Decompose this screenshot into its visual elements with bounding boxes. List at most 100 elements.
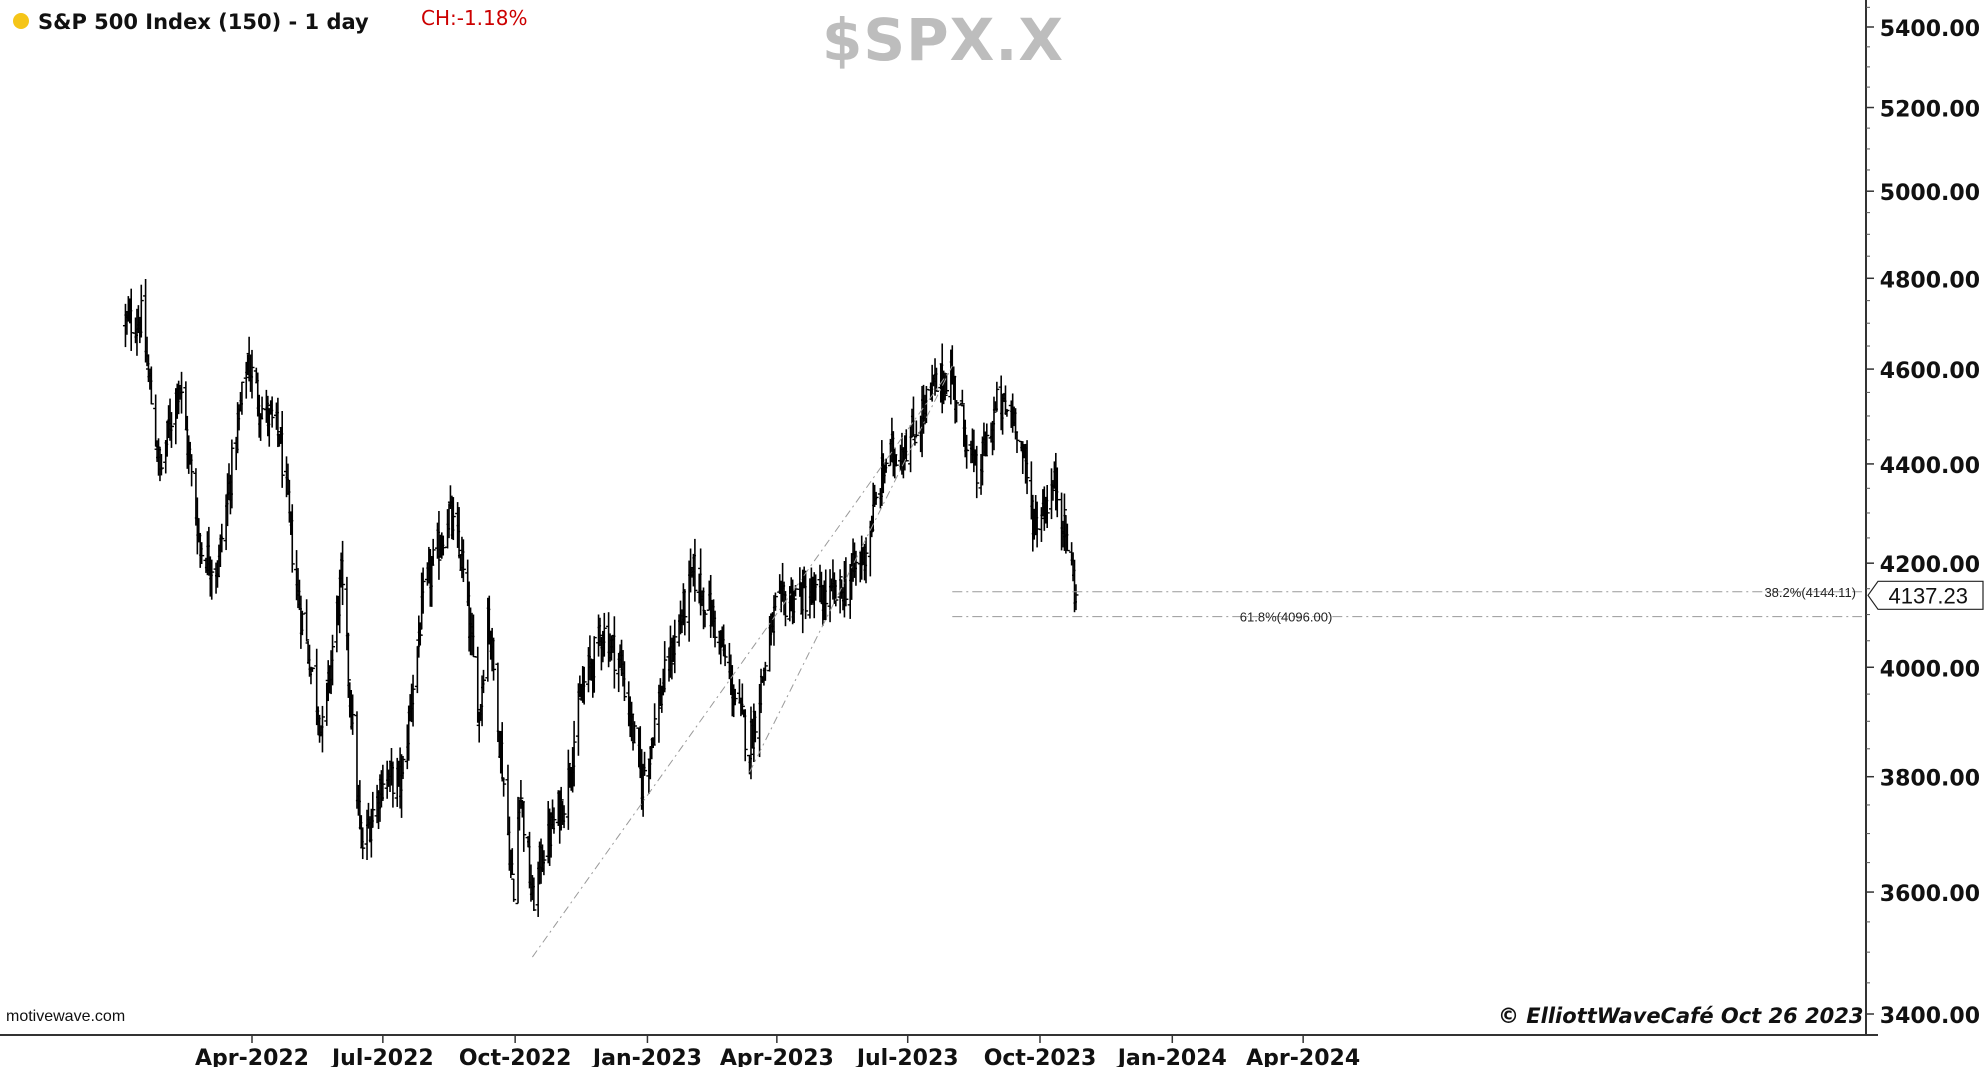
ohlc-bar (702, 609, 708, 628)
ohlc-bar (519, 799, 525, 818)
ohlc-bar (742, 709, 748, 762)
fib-level-label: 38.2%(4144.11) (1764, 585, 1856, 600)
ohlc-bar (259, 396, 265, 420)
ohlc-bar (1024, 440, 1030, 495)
ohlc-bar (954, 400, 960, 423)
ohlc-bar (739, 683, 745, 715)
ohlc-bar (239, 381, 245, 415)
ohlc-bar (450, 497, 456, 541)
ohlc-bar (912, 436, 918, 446)
ohlc-bar (803, 570, 809, 620)
ohlc-bar (621, 661, 627, 702)
copyright-notice: © ElliottWaveCafé Oct 26 2023 (1498, 1004, 1864, 1028)
ohlc-bar (843, 557, 849, 607)
ohlc-bar (360, 827, 366, 860)
x-tick-label: Apr-2022 (195, 1046, 309, 1067)
ohlc-bar (491, 637, 497, 681)
ohlc-bar (531, 877, 537, 911)
x-tick-label: Apr-2023 (720, 1046, 834, 1067)
ohlc-bar (964, 434, 970, 469)
ohlc-bar (611, 616, 617, 689)
ohlc-bar (168, 412, 174, 448)
ohlc-bar (518, 779, 524, 809)
ohlc-bar (591, 636, 597, 693)
ohlc-bar (873, 491, 879, 505)
ohlc-bar (903, 429, 909, 462)
x-tick-label: Apr-2024 (1246, 1046, 1360, 1067)
price-bars (122, 278, 1079, 917)
chart-title: S&P 500 Index (150) - 1 day (38, 10, 369, 34)
ohlc-bar (1073, 584, 1079, 611)
ohlc-bar (672, 619, 678, 674)
ohlc-bar (481, 669, 487, 694)
ohlc-bar (417, 622, 423, 646)
ohlc-bar (509, 848, 515, 876)
ohlc-bar (179, 371, 185, 414)
ohlc-bar (269, 396, 275, 428)
ohlc-bar (1004, 408, 1010, 417)
ohlc-bar (752, 710, 758, 743)
y-tick-label: 5200.00 (1880, 98, 1980, 123)
ohlc-bar (390, 761, 396, 808)
ohlc-bar (571, 720, 577, 787)
ohlc-bar (994, 381, 1000, 412)
ohlc-bar (289, 504, 295, 573)
x-tick-label: Jul-2022 (330, 1046, 434, 1067)
ohlc-bar (642, 751, 648, 776)
ohlc-bar (913, 420, 919, 438)
ohlc-bar (309, 667, 315, 672)
x-tick-label: Jan-2024 (1116, 1046, 1227, 1067)
ohlc-bar (933, 367, 939, 392)
fib-levels: 38.2%(4144.11) 61.8%(4096.00) (952, 585, 1862, 625)
ohlc-bar (501, 777, 507, 797)
ohlc-bar (732, 688, 738, 706)
ohlc-bar (984, 423, 990, 456)
ohlc-bar (833, 579, 839, 607)
x-tick-label: Jan-2023 (591, 1046, 702, 1067)
ohlc-bar (581, 666, 587, 705)
y-tick-label: 3400.00 (1880, 1004, 1980, 1029)
ohlc-bar (370, 791, 376, 829)
ohlc-bar (652, 703, 658, 746)
ohlc-bar (219, 523, 225, 553)
y-tick-label: 4000.00 (1880, 657, 1980, 682)
y-tick-label: 4200.00 (1880, 553, 1980, 578)
ohlc-bar (189, 454, 195, 487)
ohlc-bar (430, 538, 436, 566)
status-dot-icon (13, 13, 29, 29)
ohlc-bar (380, 764, 386, 801)
ohlc-bar (460, 539, 466, 583)
x-tick-label: Jul-2023 (855, 1046, 959, 1067)
ohlc-bar (521, 801, 527, 852)
y-tick-label: 5400.00 (1880, 17, 1980, 42)
ohlc-bar (629, 701, 635, 742)
ohlc-bar (823, 569, 829, 621)
trendlines (531, 365, 953, 958)
trendline (531, 368, 952, 958)
ohlc-bar (330, 634, 336, 686)
y-tick-label: 3800.00 (1880, 767, 1980, 792)
ohlc-bar (662, 641, 668, 693)
ohlc-bar (959, 389, 965, 405)
ohlc-bar (772, 592, 778, 611)
ohlc-bar (601, 612, 607, 657)
last-price-box (1867, 580, 1984, 610)
ohlc-bar (436, 510, 442, 580)
ohlc-bar (1061, 493, 1067, 551)
ohlc-bar (942, 372, 948, 401)
ohlc-bar (682, 589, 688, 636)
ohlc-bar (1064, 523, 1070, 552)
trendline (749, 365, 953, 773)
ohlc-bar (420, 567, 426, 614)
ohlc-bar (782, 591, 788, 627)
source-credit[interactable]: motivewave.com (6, 1008, 126, 1025)
ohlc-bar (158, 454, 164, 476)
ohlc-bar (1044, 484, 1050, 528)
ohlc-bar (209, 559, 215, 600)
x-tick-label: Oct-2022 (459, 1046, 572, 1067)
ohlc-bar (762, 661, 768, 681)
ohlc-bar (199, 542, 205, 565)
ohlc-bar (350, 694, 356, 735)
ohlc-bar (138, 284, 144, 338)
